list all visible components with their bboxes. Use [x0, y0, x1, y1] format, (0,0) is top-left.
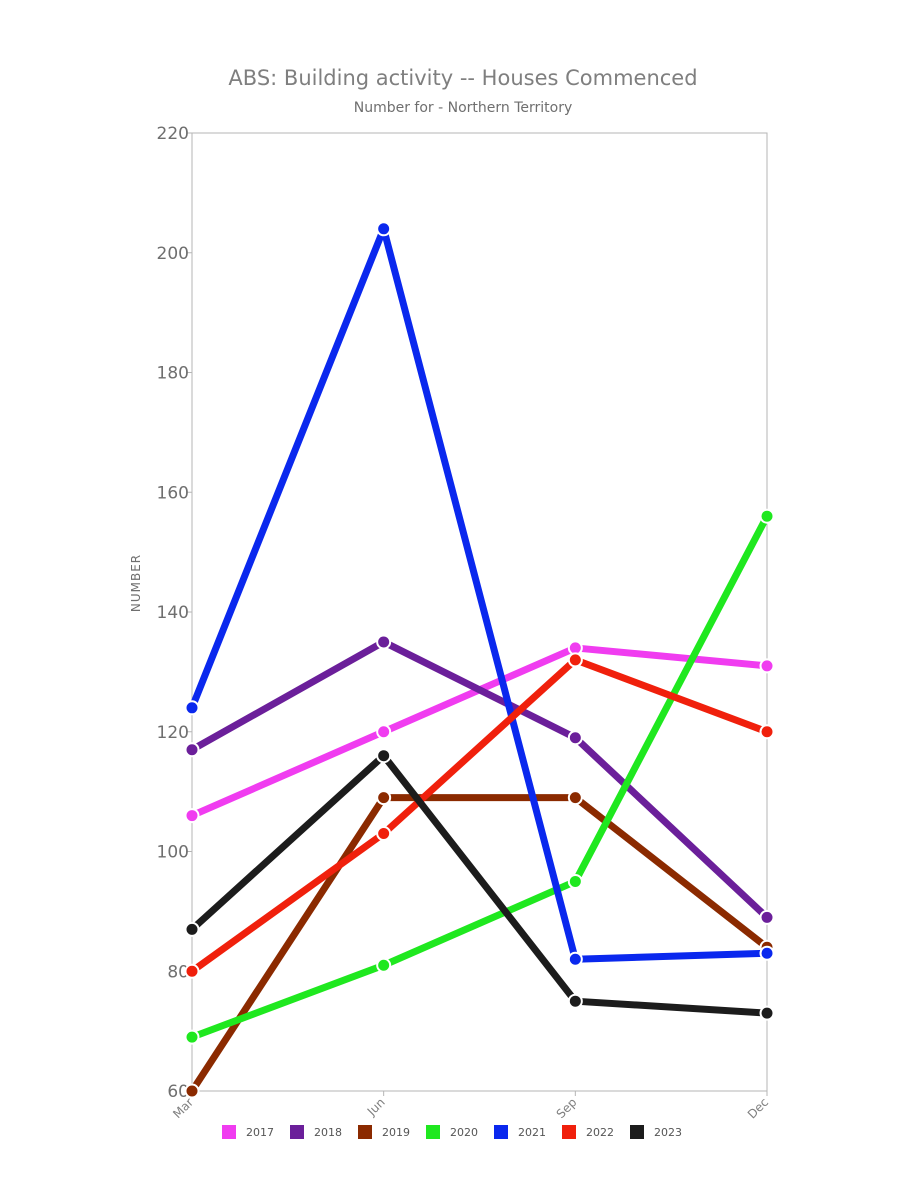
legend-item-2017[interactable]: 2017	[222, 1125, 274, 1139]
legend-label: 2019	[382, 1126, 410, 1139]
series-layer	[184, 221, 775, 1099]
series-line	[188, 794, 771, 1095]
data-point[interactable]	[376, 221, 392, 237]
plot-border	[191, 132, 768, 1092]
data-point[interactable]	[376, 634, 392, 650]
legend-swatch	[494, 1125, 508, 1139]
legend-item-2020[interactable]: 2020	[426, 1125, 478, 1139]
data-point[interactable]	[184, 1083, 200, 1099]
data-point[interactable]	[184, 1029, 200, 1045]
legend-swatch	[426, 1125, 440, 1139]
y-tick-label: 140	[157, 603, 189, 623]
legend-item-2021[interactable]: 2021	[494, 1125, 546, 1139]
x-axis: Mar Jun Sep Dec	[170, 1091, 771, 1122]
x-tick-label: Jun	[364, 1095, 388, 1119]
data-point[interactable]	[376, 957, 392, 973]
data-point[interactable]	[184, 808, 200, 824]
data-point[interactable]	[376, 724, 392, 740]
y-tick-label: 200	[157, 244, 189, 264]
data-point[interactable]	[184, 742, 200, 758]
legend-item-2018[interactable]: 2018	[290, 1125, 342, 1139]
data-point[interactable]	[184, 963, 200, 979]
legend-label: 2020	[450, 1126, 478, 1139]
y-axis-label: NUMBER	[129, 554, 143, 612]
chart-subtitle: Number for - Northern Territory	[354, 100, 573, 116]
data-point[interactable]	[567, 873, 583, 889]
data-point[interactable]	[567, 730, 583, 746]
data-point[interactable]	[184, 921, 200, 937]
legend-label: 2017	[246, 1126, 274, 1139]
legend-swatch	[222, 1125, 236, 1139]
y-tick-label: 220	[157, 124, 189, 144]
legend-swatch	[358, 1125, 372, 1139]
series-line	[188, 656, 771, 975]
plot-area	[191, 132, 768, 1092]
data-point[interactable]	[759, 724, 775, 740]
data-point[interactable]	[567, 790, 583, 806]
data-point[interactable]	[376, 790, 392, 806]
legend-swatch	[290, 1125, 304, 1139]
data-point[interactable]	[759, 909, 775, 925]
data-point[interactable]	[376, 826, 392, 842]
data-point[interactable]	[759, 945, 775, 961]
legend-label: 2022	[586, 1126, 614, 1139]
y-tick-label: 180	[157, 364, 189, 384]
legend-label: 2018	[314, 1126, 342, 1139]
series-line	[188, 638, 771, 921]
legend-swatch	[630, 1125, 644, 1139]
y-tick-label: 80	[167, 962, 189, 982]
series-2018	[184, 634, 775, 925]
legend-item-2019[interactable]: 2019	[358, 1125, 410, 1139]
x-tick-label: Sep	[554, 1095, 580, 1121]
legend-label: 2023	[654, 1126, 682, 1139]
series-2021	[184, 221, 775, 967]
legend-label: 2021	[518, 1126, 546, 1139]
series-2022	[184, 652, 775, 979]
data-point[interactable]	[376, 748, 392, 764]
data-point[interactable]	[567, 652, 583, 668]
data-point[interactable]	[759, 508, 775, 524]
x-tick-label: Dec	[745, 1095, 771, 1121]
data-point[interactable]	[567, 951, 583, 967]
data-point[interactable]	[567, 993, 583, 1009]
y-tick-label: 60	[167, 1082, 189, 1102]
series-2023	[184, 748, 775, 1021]
y-tick-label: 160	[157, 483, 189, 503]
series-line	[188, 752, 771, 1017]
y-tick-label: 100	[157, 843, 189, 863]
legend-item-2022[interactable]: 2022	[562, 1125, 614, 1139]
legend: 2017 2018 2019 2020 2021 2022 2023	[222, 1125, 682, 1139]
legend-item-2023[interactable]: 2023	[630, 1125, 682, 1139]
legend-swatch	[562, 1125, 576, 1139]
series-line	[188, 225, 771, 963]
y-tick-label: 120	[157, 723, 189, 743]
data-point[interactable]	[184, 700, 200, 716]
data-point[interactable]	[759, 1005, 775, 1021]
y-axis: 60 80 100 120 140 160 180 200 220	[157, 124, 192, 1102]
chart-title: ABS: Building activity -- Houses Commenc…	[228, 66, 697, 90]
data-point[interactable]	[759, 658, 775, 674]
